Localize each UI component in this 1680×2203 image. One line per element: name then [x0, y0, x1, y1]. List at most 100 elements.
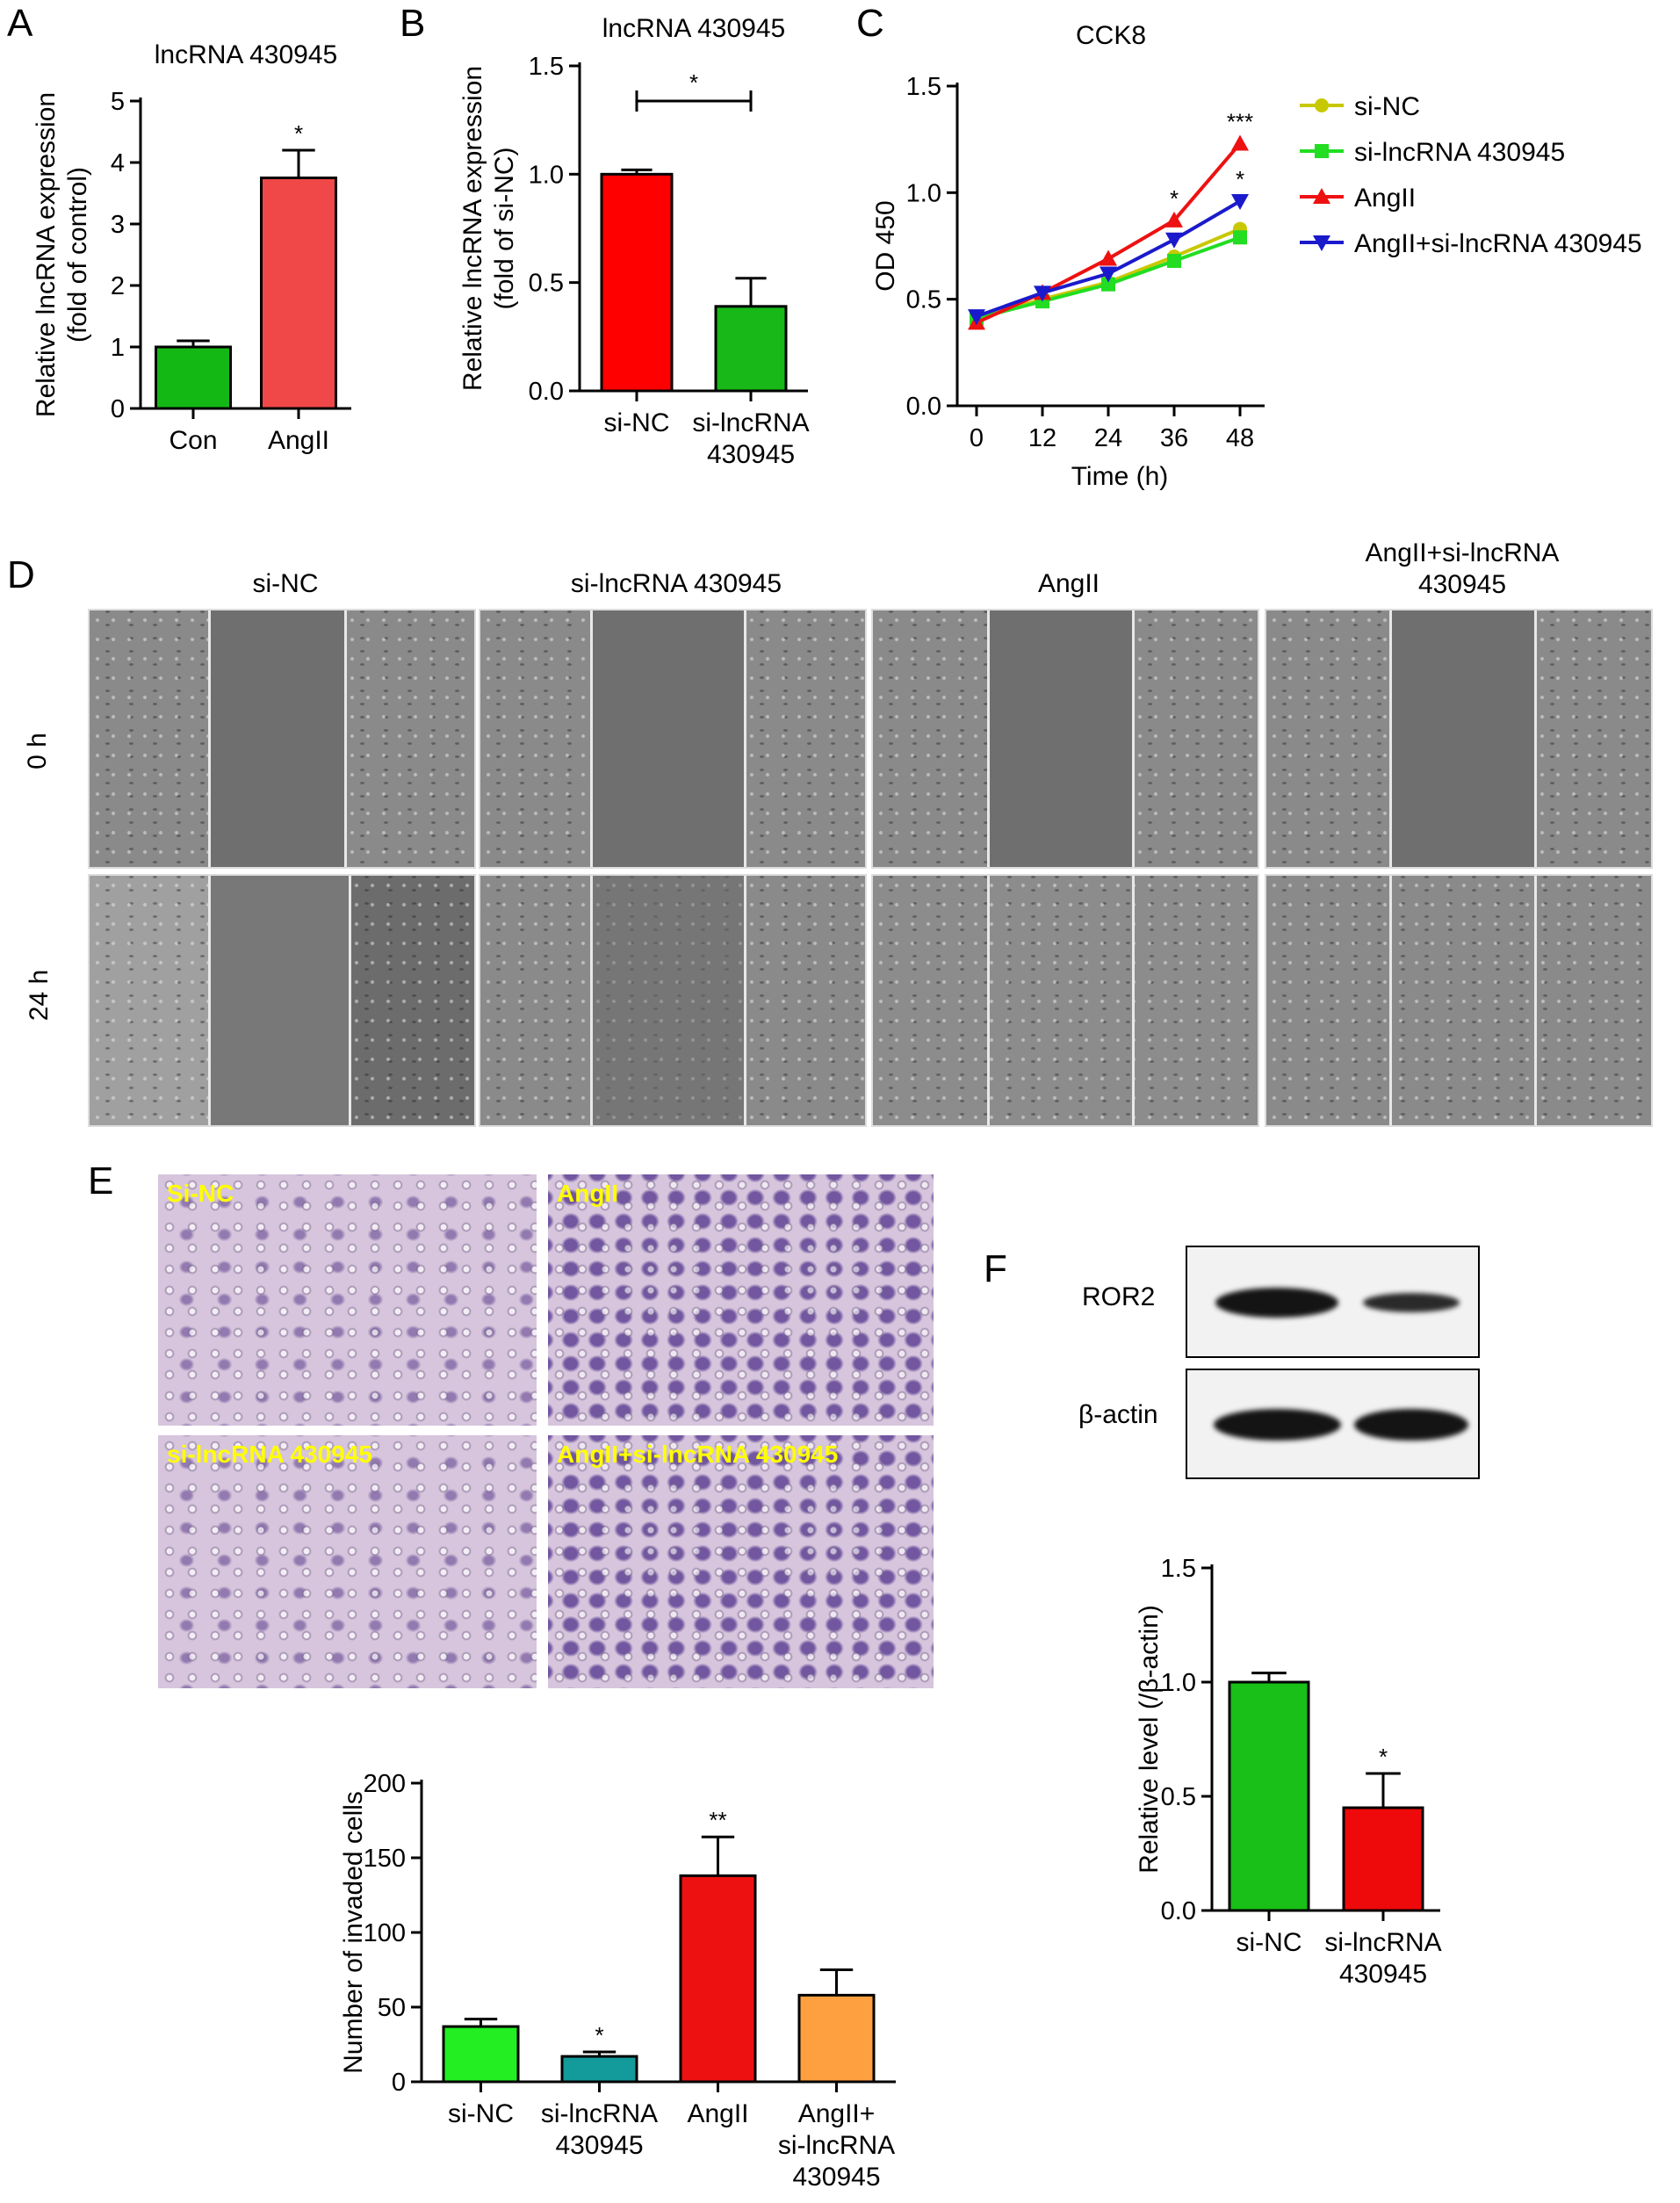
legend-marker — [1313, 235, 1330, 251]
data-point — [1034, 285, 1051, 302]
y-axis-label: Relative lncRNA expression — [458, 66, 487, 391]
y-tick-label: 1.5 — [906, 73, 941, 101]
legend-label: si-lncRNA 430945 — [1354, 138, 1565, 167]
y-tick-label: 1.0 — [1161, 1669, 1196, 1697]
panel-letter-a: A — [7, 2, 33, 45]
x-tick-label: si-NC — [1237, 1928, 1302, 1957]
invasion-image-si-lncrna: si-lncRNA 430945 — [156, 1434, 538, 1690]
invasion-image-angii: AngII — [546, 1173, 935, 1427]
x-tick-label: 430945 — [792, 2163, 880, 2192]
y-tick-label: 0.0 — [906, 393, 941, 421]
y-tick-label: 0 — [111, 395, 125, 423]
x-tick-label: 24 — [1094, 424, 1122, 452]
y-tick-label: 50 — [378, 1994, 406, 2022]
data-point — [968, 309, 985, 326]
x-tick-label: si-lncRNA — [1324, 1928, 1441, 1957]
x-tick-label: 36 — [1160, 424, 1188, 452]
x-tick-label: 12 — [1028, 424, 1056, 452]
scratch-image-angii-si-lncrna-0h — [1265, 609, 1653, 869]
data-point — [1100, 249, 1117, 266]
invasion-label-si-nc: Si-NC — [167, 1180, 234, 1207]
x-tick-label: 430945 — [1339, 1960, 1427, 1985]
bar — [679, 1874, 757, 2084]
significance-marker: *** — [1227, 109, 1253, 135]
scratch-image-angii-24h — [871, 874, 1259, 1127]
col-label-si-nc: si-NC — [252, 569, 319, 598]
y-tick-label: 5 — [111, 88, 125, 116]
bar — [714, 305, 788, 393]
chart-e: Number of invaded cells 0 50 100 150 200 si-NC… — [339, 1770, 896, 2192]
y-tick-label: 150 — [364, 1845, 406, 1873]
significance-marker: * — [294, 120, 303, 147]
data-point — [1231, 134, 1249, 151]
blot-ror2 — [1186, 1246, 1480, 1358]
significance-marker: * — [595, 2022, 603, 2048]
y-axis-label: (fold of si-NC) — [490, 147, 519, 309]
y-axis-label: Number of invaded cells — [339, 1791, 368, 2074]
y-tick-label: 100 — [364, 1919, 406, 1947]
bar — [600, 172, 674, 393]
invasion-label-angii: AngII — [557, 1180, 618, 1207]
legend-marker — [1313, 188, 1330, 204]
col-label-si-lncrna: si-lncRNA 430945 — [570, 569, 782, 598]
data-point — [1233, 230, 1247, 245]
y-tick-label: 1 — [111, 334, 125, 362]
blot-label-ror2: ROR2 — [1082, 1282, 1156, 1311]
bar — [260, 177, 337, 410]
panel-letter-b: B — [400, 2, 426, 45]
y-axis-label: Relative lncRNA expression — [32, 92, 61, 417]
x-tick-label: AngII+ — [798, 2099, 876, 2128]
series-line — [976, 142, 1242, 325]
row-label-24h: 24 h — [25, 969, 54, 1022]
y-axis-label: OD 450 — [871, 200, 900, 291]
bar — [442, 2025, 520, 2084]
y-tick-label: 0.0 — [1161, 1897, 1196, 1925]
y-tick-label: 0.5 — [529, 270, 564, 298]
scratch-image-angii-0h — [871, 609, 1259, 869]
legend-label: si-NC — [1354, 92, 1420, 121]
significance-marker: * — [1379, 1744, 1388, 1770]
legend-marker — [1315, 98, 1329, 112]
invasion-label-angii-si-lncrna: AngII+si-lncRNA 430945 — [557, 1441, 839, 1468]
y-tick-label: 1.0 — [906, 179, 941, 207]
significance-marker: ** — [709, 1807, 726, 1833]
x-tick-label: AngII — [687, 2099, 748, 2128]
y-tick-label: 0 — [392, 2069, 406, 2097]
x-tick-label: 430945 — [555, 2131, 643, 2160]
significance-marker: * — [1170, 185, 1179, 212]
y-axis-label: Relative level (/β-actin) — [1135, 1605, 1164, 1874]
blot-label-beta-actin: β-actin — [1078, 1400, 1158, 1429]
invasion-image-si-nc: Si-NC — [156, 1173, 538, 1427]
y-tick-label: 200 — [364, 1770, 406, 1798]
scratch-image-si-lncrna-24h — [479, 874, 867, 1127]
bar — [797, 1993, 876, 2084]
legend-label: AngII — [1354, 184, 1416, 213]
x-tick-label: si-lncRNA — [692, 408, 809, 437]
significance-marker: * — [689, 69, 698, 96]
x-tick-label: 48 — [1226, 424, 1254, 452]
invasion-image-angii-si-lncrna: AngII+si-lncRNA 430945 — [546, 1434, 935, 1690]
chart-b: lncRNA 430945 Relative lncRNA expression(… — [458, 18, 810, 469]
y-tick-label: 2 — [111, 272, 125, 300]
legend-label: AngII+si-lncRNA 430945 — [1354, 229, 1642, 258]
y-tick-label: 0.0 — [529, 378, 564, 406]
chart-title: lncRNA 430945 — [602, 18, 785, 43]
chart-title: CCK8 — [1076, 21, 1146, 50]
y-tick-label: 0.5 — [1161, 1783, 1196, 1811]
bar — [155, 345, 232, 410]
x-tick-label: si-NC — [604, 408, 670, 437]
x-tick-label: si-lncRNA — [541, 2099, 658, 2128]
significance-marker: * — [1236, 166, 1244, 192]
data-point — [1100, 266, 1117, 283]
y-axis-label: (fold of control) — [63, 167, 92, 343]
chart-a: lncRNA 430945 Relative lncRNA expression(… — [32, 40, 351, 455]
scratch-image-si-nc-24h — [88, 874, 476, 1127]
y-tick-label: 0.5 — [906, 286, 941, 314]
chart-f: Relative level (/β-actin) 0.0 0.5 1.0 1.5 si-… — [1135, 1555, 1442, 1985]
y-tick-label: 1.5 — [529, 53, 564, 81]
x-axis-label: Time (h) — [1071, 462, 1169, 491]
x-tick-label: 430945 — [707, 440, 795, 469]
chart-c: CCK8 OD 450 Time (h) 0.0 0.5 1.0 1.5 0 12 24 36 48 s… — [871, 21, 1642, 491]
blot-beta-actin — [1186, 1369, 1480, 1479]
x-tick-label: AngII — [268, 426, 329, 455]
